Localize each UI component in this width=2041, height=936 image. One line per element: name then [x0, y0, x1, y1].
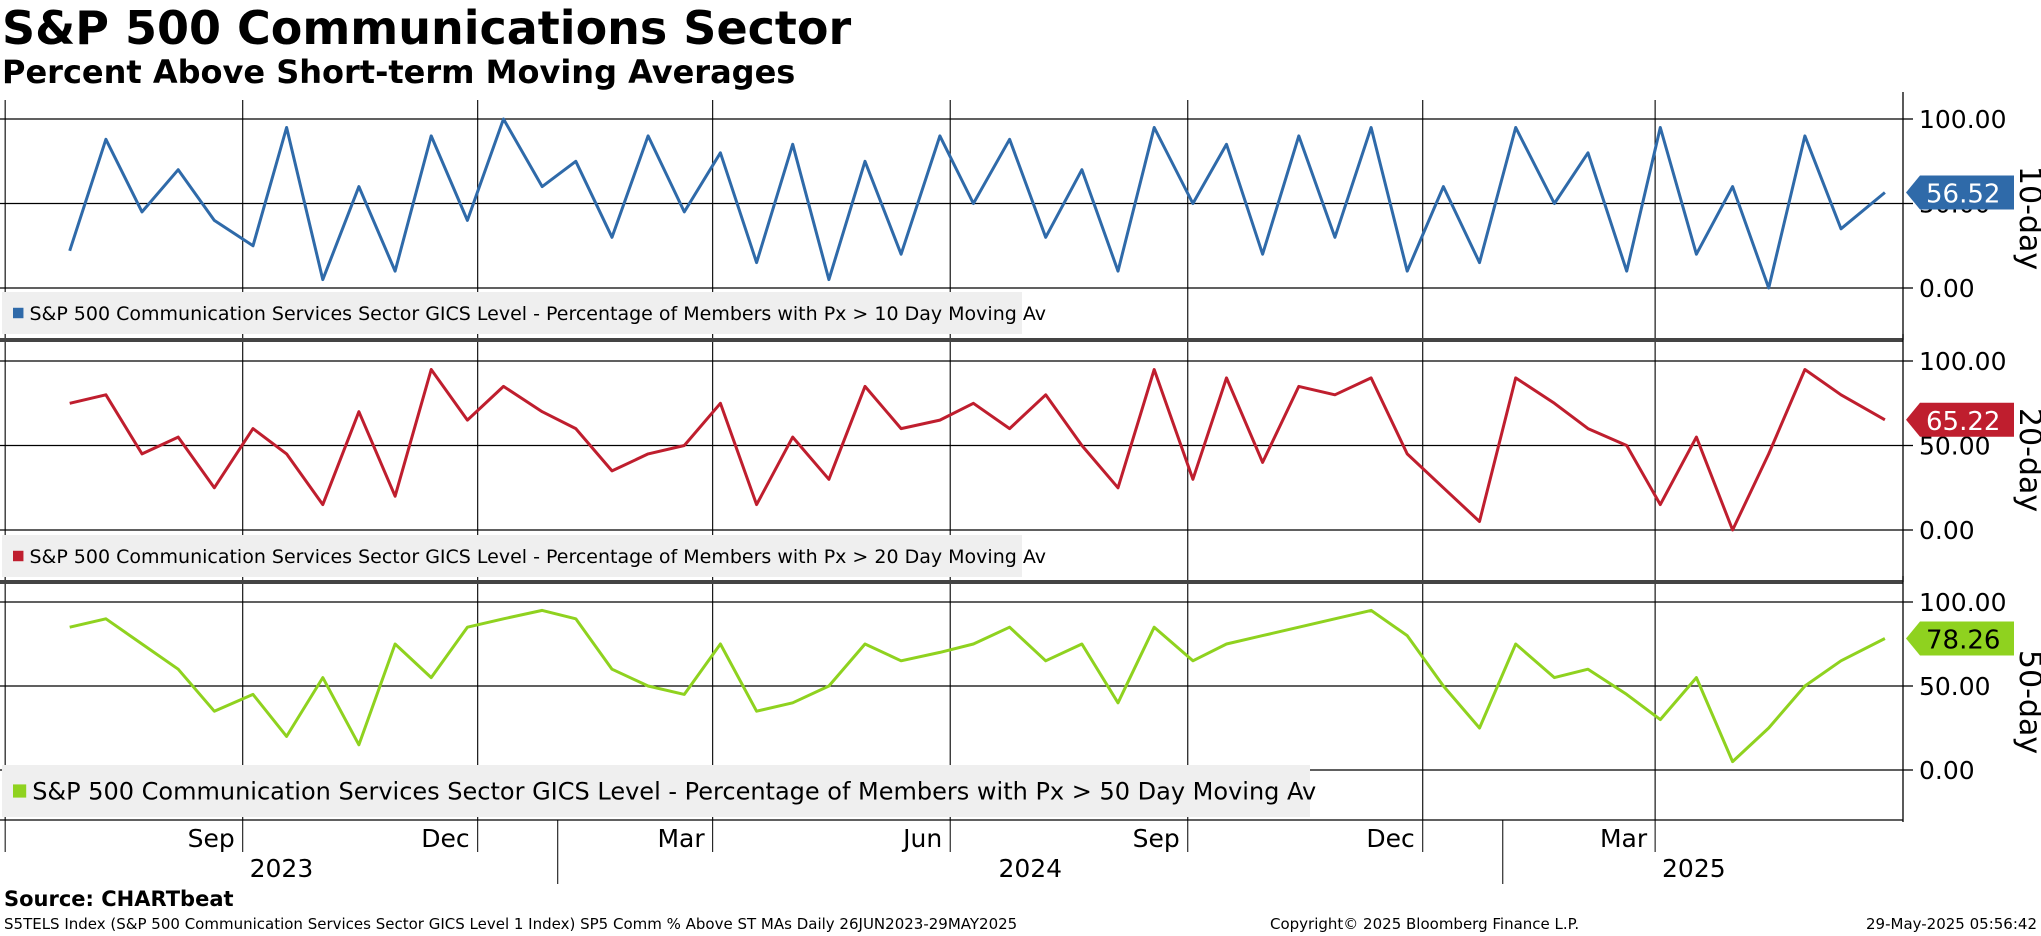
legend-box [2, 765, 1310, 817]
x-tick-label: Mar [657, 824, 705, 853]
panel-label: 50-day [2012, 650, 2041, 754]
y-tick-label: 50.00 [1919, 672, 1991, 701]
last-value-tag [1906, 175, 2014, 210]
x-tick-label: Jun [901, 824, 942, 853]
copyright-note: Copyright© 2025 Bloomberg Finance L.P. [1270, 915, 1580, 933]
y-tick-label: 0.00 [1919, 274, 1975, 303]
legend-box [2, 535, 1022, 577]
series-line [69, 608, 1886, 764]
legend-box [2, 292, 1022, 334]
last-value-label: 78.26 [1926, 626, 2000, 656]
chart-title: S&P 500 Communications Sector [2, 1, 852, 55]
y-tick-label: 100.00 [1919, 105, 2006, 134]
x-tick-label: Mar [1600, 824, 1648, 853]
legend-label: S&P 500 Communication Services Sector GI… [29, 303, 1046, 325]
legend-label: S&P 500 Communication Services Sector GI… [32, 778, 1316, 806]
panel-label: 20-day [2012, 408, 2041, 512]
last-value-label: 56.52 [1926, 179, 2000, 209]
chart-subtitle: Percent Above Short-term Moving Averages [2, 53, 796, 91]
ticker-line: S5TELS Index (S&P 500 Communication Serv… [4, 915, 1018, 933]
x-tick-label: Sep [188, 824, 235, 853]
timestamp: 29-May-2025 05:56:42 [1866, 915, 2037, 933]
panel-label: 10-day [2012, 166, 2041, 270]
y-tick-label: 0.00 [1919, 516, 1975, 545]
year-label: 2025 [1662, 854, 1726, 883]
y-tick-label: 100.00 [1919, 347, 2006, 376]
source-note: Source: CHARTbeat [4, 887, 234, 911]
series-line [68, 117, 1886, 290]
x-tick-label: Dec [421, 824, 469, 853]
y-tick-label: 0.00 [1919, 756, 1975, 785]
last-value-label: 65.22 [1926, 407, 2000, 437]
year-label: 2023 [250, 854, 314, 883]
x-tick-label: Sep [1133, 824, 1180, 853]
legend-label: S&P 500 Communication Services Sector GI… [29, 546, 1046, 568]
legend-swatch [13, 550, 24, 562]
last-value-tag [1906, 621, 2014, 656]
legend-swatch [13, 307, 24, 319]
year-label: 2024 [998, 854, 1062, 883]
legend-swatch [13, 784, 27, 798]
y-tick-label: 100.00 [1919, 588, 2006, 617]
last-value-tag [1906, 402, 2014, 437]
series-line [69, 368, 1886, 532]
x-tick-label: Dec [1366, 824, 1414, 853]
